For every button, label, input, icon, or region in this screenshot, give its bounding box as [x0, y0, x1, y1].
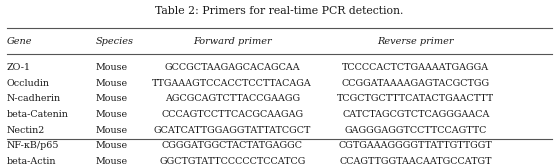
Text: GGCTGTATTCCCCCTCCATCG: GGCTGTATTCCCCCTCCATCG	[159, 157, 305, 166]
Text: Mouse: Mouse	[96, 157, 128, 166]
Text: N-cadherin: N-cadherin	[7, 94, 61, 103]
Text: Mouse: Mouse	[96, 94, 128, 103]
Text: CATCTAGCGTCTCAGGGAACA: CATCTAGCGTCTCAGGGAACA	[342, 110, 490, 119]
Text: Nectin2: Nectin2	[7, 126, 45, 135]
Text: Species: Species	[96, 37, 134, 46]
Text: GAGGGAGGTCCTTCCAGTTC: GAGGGAGGTCCTTCCAGTTC	[344, 126, 487, 135]
Text: Mouse: Mouse	[96, 126, 128, 135]
Text: CCGGATAAAAGAGTACGCTGG: CCGGATAAAAGAGTACGCTGG	[342, 79, 490, 88]
Text: Mouse: Mouse	[96, 141, 128, 150]
Text: Reverse primer: Reverse primer	[377, 37, 454, 46]
Text: AGCGCAGTCTTACCGAAGG: AGCGCAGTCTTACCGAAGG	[165, 94, 300, 103]
Text: Mouse: Mouse	[96, 79, 128, 88]
Text: ZO-1: ZO-1	[7, 63, 31, 72]
Text: GCCGCTAAGAGCACAGCAA: GCCGCTAAGAGCACAGCAA	[164, 63, 300, 72]
Text: beta-Actin: beta-Actin	[7, 157, 56, 166]
Text: Mouse: Mouse	[96, 63, 128, 72]
Text: Occludin: Occludin	[7, 79, 50, 88]
Text: CCCAGTCCTTCACGCAAGAG: CCCAGTCCTTCACGCAAGAG	[161, 110, 304, 119]
Text: GCATCATTGGAGGTATTATCGCT: GCATCATTGGAGGTATTATCGCT	[154, 126, 311, 135]
Text: Table 2: Primers for real-time PCR detection.: Table 2: Primers for real-time PCR detec…	[155, 5, 404, 16]
Text: NF-κB/p65: NF-κB/p65	[7, 141, 59, 150]
Text: TCGCTGCTTTCATACTGAACTTT: TCGCTGCTTTCATACTGAACTTT	[337, 94, 494, 103]
Text: Mouse: Mouse	[96, 110, 128, 119]
Text: Gene: Gene	[7, 37, 32, 46]
Text: CCAGTTGGTAACAATGCCATGT: CCAGTTGGTAACAATGCCATGT	[339, 157, 492, 166]
Text: TCCCCACTCTGAAAATGAGGA: TCCCCACTCTGAAAATGAGGA	[342, 63, 489, 72]
Text: CGTGAAAGGGGTTATTGTTGGT: CGTGAAAGGGGTTATTGTTGGT	[339, 141, 492, 150]
Text: TTGAAAGTCCACCTCCTTACAGA: TTGAAAGTCCACCTCCTTACAGA	[153, 79, 312, 88]
Text: Forward primer: Forward primer	[193, 37, 272, 46]
Text: beta-Catenin: beta-Catenin	[7, 110, 69, 119]
Text: CGGGATGGCTACTATGAGGC: CGGGATGGCTACTATGAGGC	[162, 141, 303, 150]
